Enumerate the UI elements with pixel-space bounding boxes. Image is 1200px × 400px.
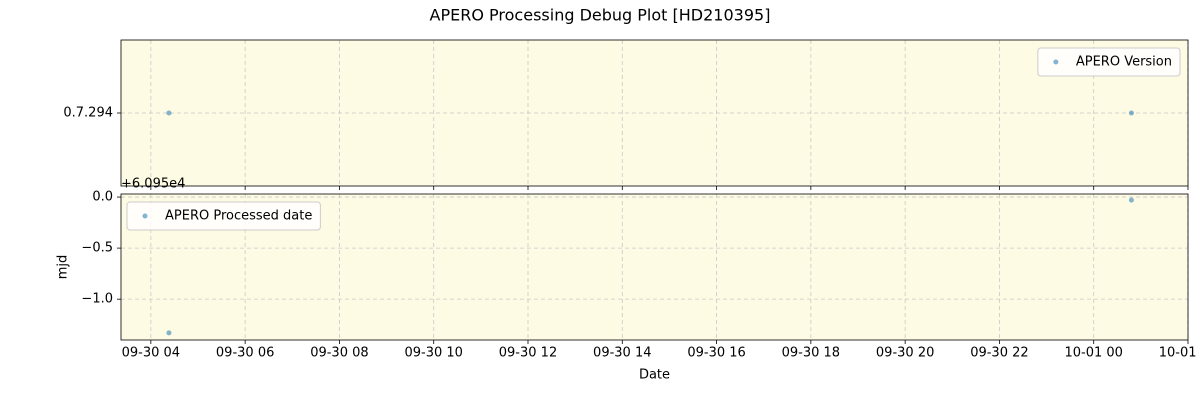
legend-marker [142, 213, 148, 219]
x-tick-label: 09-30 04 [122, 346, 180, 361]
legend-label: APERO Version [1076, 55, 1172, 70]
x-tick-label: 09-30 22 [970, 346, 1028, 361]
x-tick-label: 09-30 14 [593, 346, 651, 361]
y-tick-label: 0.7.294 [63, 106, 113, 121]
x-tick-label: 10-01 02 [1159, 346, 1200, 361]
x-tick-label: 09-30 10 [404, 346, 462, 361]
legend-box [1037, 47, 1181, 77]
point [166, 110, 172, 116]
point [166, 330, 172, 336]
legend: APERO Version [1037, 47, 1181, 77]
x-tick-label: 09-30 18 [782, 346, 840, 361]
x-axis-label: Date [639, 368, 670, 383]
x-tick-label: 10-01 00 [1064, 346, 1122, 361]
x-tick-label: 09-30 20 [876, 346, 934, 361]
point [1128, 197, 1134, 203]
offset-label: +6.095e4 [121, 177, 185, 192]
legend-marker [1053, 59, 1059, 65]
y-axis-label: mjd [56, 255, 71, 280]
y-tick-label: −1.0 [81, 292, 113, 307]
legend-label: APERO Processed date [165, 209, 312, 224]
legend: APERO Processed date [126, 201, 321, 231]
x-tick-label: 09-30 16 [687, 346, 745, 361]
y-tick-label: 0.0 [92, 190, 113, 205]
axes-frame [120, 193, 1189, 341]
point [1128, 110, 1134, 116]
axes-frame [120, 39, 1189, 187]
legend-box [126, 201, 321, 231]
x-tick-label: 09-30 12 [499, 346, 557, 361]
y-tick-label: −0.5 [81, 241, 113, 256]
figure-title: APERO Processing Debug Plot [HD210395] [430, 6, 771, 25]
x-tick-label: 09-30 08 [310, 346, 368, 361]
x-tick-label: 09-30 06 [216, 346, 274, 361]
